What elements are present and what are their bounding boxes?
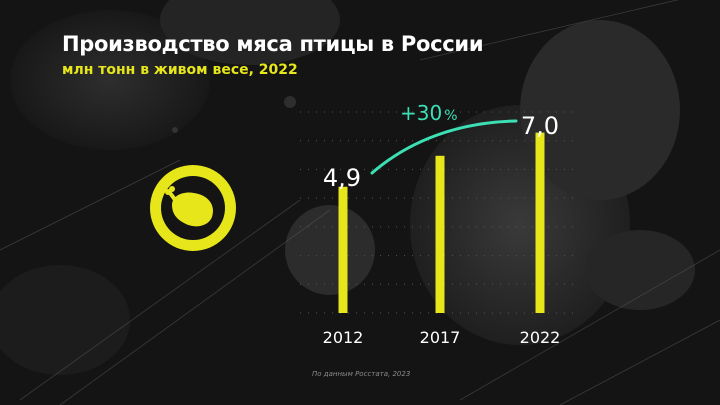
source-note: По данным Росстата, 2023: [312, 370, 411, 378]
x-tick-label: 2012: [323, 328, 364, 347]
bar-2017: [435, 155, 445, 313]
chart-subtitle: млн тонн в живом весе, 2022: [62, 62, 298, 78]
chart-title: Производство мяса птицы в России: [62, 32, 484, 56]
data-label: 7,0: [521, 112, 559, 140]
bar-2022: [535, 132, 545, 313]
x-tick-label: 2017: [420, 328, 461, 347]
chart-labels: 2012 4,9 2017 2022 7,0: [323, 112, 561, 347]
growth-unit: %: [444, 108, 457, 124]
growth-arrow: [370, 119, 518, 175]
chart-bars: [338, 132, 545, 313]
growth-value: +30: [400, 101, 442, 125]
x-tick-label: 2022: [520, 328, 561, 347]
growth-annotation: +30%: [400, 101, 458, 125]
poultry-leg-icon: [150, 165, 236, 251]
bar-2012: [338, 186, 348, 313]
data-label: 4,9: [323, 164, 361, 192]
